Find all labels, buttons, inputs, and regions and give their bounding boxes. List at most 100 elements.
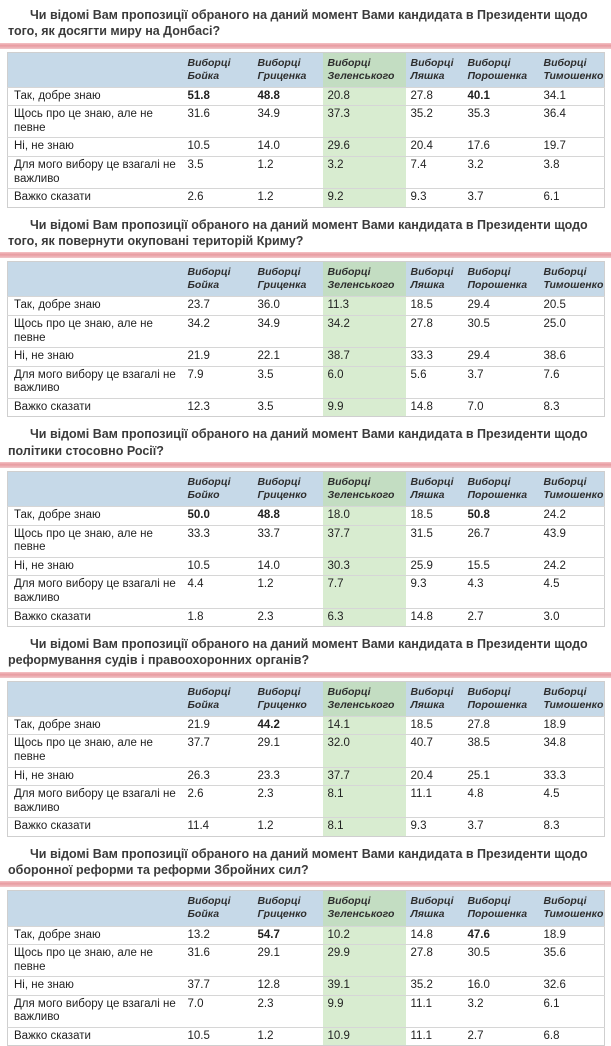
value-cell: 34.9 bbox=[252, 105, 323, 138]
table-row: Важко сказати 11.4 1.2 8.1 9.3 3.7 8.3 bbox=[7, 817, 605, 837]
table-row: Ні, не знаю 26.3 23.3 37.7 20.4 25.1 33.3 bbox=[7, 766, 605, 786]
table-question-title: Чи відомі Вам пропозиції обраного на дан… bbox=[8, 217, 588, 248]
row-label: Для мого вибору це взагалі не важливо bbox=[7, 155, 183, 189]
value-cell: 13.2 bbox=[182, 925, 253, 945]
value-cell: 18.5 bbox=[405, 715, 463, 735]
value-cell: 9.9 bbox=[322, 994, 406, 1028]
value-cell: 14.8 bbox=[405, 925, 463, 945]
value-cell: 18.0 bbox=[322, 506, 406, 526]
value-cell: 31.6 bbox=[182, 105, 253, 138]
column-header: Виборці Бойко bbox=[182, 471, 253, 507]
value-cell: 34.8 bbox=[538, 734, 605, 767]
table-row: Важко сказати 1.8 2.3 6.3 14.8 2.7 3.0 bbox=[7, 607, 605, 627]
value-cell: 9.3 bbox=[405, 188, 463, 208]
value-cell: 2.7 bbox=[462, 607, 539, 627]
value-cell: 16.0 bbox=[462, 976, 539, 996]
value-cell: 34.2 bbox=[182, 314, 253, 348]
value-cell: 25.9 bbox=[405, 556, 463, 576]
row-label: Для мого вибору це взагалі не важливо bbox=[7, 785, 183, 818]
survey-table-block: Чи відомі Вам пропозиції обраного на дан… bbox=[0, 217, 611, 418]
value-cell: 37.7 bbox=[322, 766, 406, 786]
value-cell: 19.7 bbox=[538, 137, 605, 157]
column-header: Виборці Зеленського bbox=[322, 471, 406, 507]
row-label: Важко сказати bbox=[7, 607, 183, 627]
column-header: Виборці Порошенка bbox=[462, 890, 539, 926]
value-cell: 9.2 bbox=[322, 188, 406, 208]
value-cell: 20.4 bbox=[405, 766, 463, 786]
title-underline-bar bbox=[0, 881, 611, 888]
row-label: Ні, не знаю bbox=[7, 976, 183, 996]
value-cell: 2.3 bbox=[252, 607, 323, 627]
value-cell: 12.3 bbox=[182, 397, 253, 417]
value-cell: 8.1 bbox=[322, 817, 406, 837]
column-header: Виборці Бойка bbox=[182, 52, 253, 88]
column-header: Виборці Ляшка bbox=[405, 52, 463, 88]
table-row: Ні, не знаю 10.5 14.0 30.3 25.9 15.5 24.2 bbox=[7, 556, 605, 576]
value-cell: 37.7 bbox=[182, 734, 253, 767]
column-header: Виборці Порошенка bbox=[462, 52, 539, 88]
header-corner-cell bbox=[7, 681, 183, 717]
title-underline-bar bbox=[0, 671, 611, 678]
table-question-title: Чи відомі Вам пропозиції обраного на дан… bbox=[8, 8, 588, 39]
value-cell: 3.7 bbox=[462, 817, 539, 837]
column-header: Виборці Гриценко bbox=[252, 681, 323, 717]
column-header: Виборці Порошенка bbox=[462, 681, 539, 717]
title-underline-bar bbox=[0, 252, 611, 259]
survey-report: Чи відомі Вам пропозиції обраного на дан… bbox=[0, 7, 611, 1046]
header-corner-cell bbox=[7, 52, 183, 88]
value-cell: 9.3 bbox=[405, 575, 463, 608]
value-cell: 34.2 bbox=[322, 314, 406, 348]
value-cell: 2.6 bbox=[182, 785, 253, 818]
value-cell: 8.3 bbox=[538, 397, 605, 417]
row-label: Для мого вибору це взагалі не важливо bbox=[7, 575, 183, 608]
value-cell: 17.6 bbox=[462, 137, 539, 157]
survey-table: Виборці Бойка Виборці Гриценка Виборці Зел… bbox=[7, 51, 605, 208]
value-cell: 3.2 bbox=[462, 155, 539, 189]
row-label: Так, добре знаю bbox=[7, 925, 183, 945]
value-cell: 11.3 bbox=[322, 296, 406, 316]
column-header: Виборці Гриценко bbox=[252, 471, 323, 507]
column-header: Виборці Тимошенко bbox=[538, 681, 605, 717]
value-cell: 29.1 bbox=[252, 734, 323, 767]
survey-table: Виборці Бойка Виборці Гриценка Виборці Зел… bbox=[7, 261, 605, 418]
value-cell: 4.5 bbox=[538, 575, 605, 608]
column-header: Виборці Гриценка bbox=[252, 261, 323, 297]
value-cell: 3.7 bbox=[462, 365, 539, 399]
row-label: Щось про це знаю, але не певне bbox=[7, 734, 183, 767]
row-label: Важко сказати bbox=[7, 397, 183, 417]
column-header: Виборці Зеленського bbox=[322, 681, 406, 717]
table-row: Для мого вибору це взагалі не важливо 4.4… bbox=[7, 575, 605, 608]
value-cell: 18.5 bbox=[405, 506, 463, 526]
column-header: Виборці Гриценка bbox=[252, 52, 323, 88]
value-cell: 21.9 bbox=[182, 347, 253, 367]
value-cell: 11.1 bbox=[405, 785, 463, 818]
value-cell: 7.0 bbox=[182, 994, 253, 1028]
value-cell: 33.3 bbox=[182, 524, 253, 558]
value-cell: 6.1 bbox=[538, 188, 605, 208]
value-cell: 31.6 bbox=[182, 944, 253, 977]
value-cell: 10.5 bbox=[182, 1026, 253, 1046]
header-row: Виборці Бойка Виборці Гриценко Виборці Зел… bbox=[7, 681, 605, 717]
value-cell: 38.6 bbox=[538, 347, 605, 367]
column-header: Виборці Бойка bbox=[182, 261, 253, 297]
table-row: Важко сказати 12.3 3.5 9.9 14.8 7.0 8.3 bbox=[7, 397, 605, 417]
row-label: Так, добре знаю bbox=[7, 715, 183, 735]
value-cell: 9.9 bbox=[322, 397, 406, 417]
table-row: Так, добре знаю 50.0 48.8 18.0 18.5 50.8 24.2 bbox=[7, 506, 605, 526]
value-cell: 18.9 bbox=[538, 925, 605, 945]
value-cell: 9.3 bbox=[405, 817, 463, 837]
value-cell: 37.7 bbox=[322, 524, 406, 558]
value-cell: 34.1 bbox=[538, 86, 605, 106]
value-cell: 38.7 bbox=[322, 347, 406, 367]
value-cell: 6.8 bbox=[538, 1026, 605, 1046]
value-cell: 1.8 bbox=[182, 607, 253, 627]
row-label: Важко сказати bbox=[7, 188, 183, 208]
row-label: Ні, не знаю bbox=[7, 556, 183, 576]
value-cell: 25.0 bbox=[538, 314, 605, 348]
value-cell: 5.6 bbox=[405, 365, 463, 399]
value-cell: 3.5 bbox=[182, 155, 253, 189]
column-header: Виборці Зеленського bbox=[322, 890, 406, 926]
row-label: Для мого вибору це взагалі не важливо bbox=[7, 365, 183, 399]
value-cell: 18.9 bbox=[538, 715, 605, 735]
value-cell: 10.9 bbox=[322, 1026, 406, 1046]
